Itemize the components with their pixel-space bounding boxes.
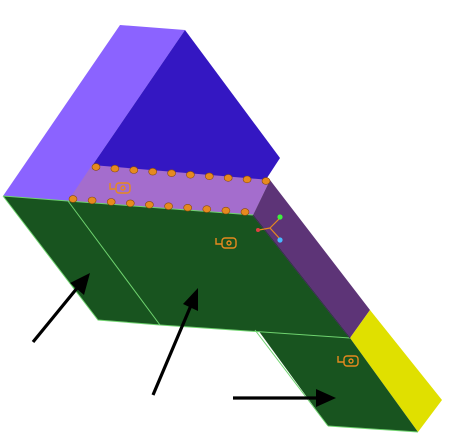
load-glyph-icon bbox=[215, 237, 237, 249]
plum-side-face[interactable] bbox=[253, 180, 370, 338]
bolt-node-icon bbox=[106, 198, 116, 206]
load-marker-green-lower[interactable] bbox=[337, 355, 359, 367]
bolt-node-icon bbox=[202, 205, 212, 213]
bolt-node-icon bbox=[242, 175, 252, 184]
bolt-node-icon bbox=[205, 172, 214, 181]
force-arrow-icon bbox=[233, 389, 336, 407]
load-marker-lilac[interactable] bbox=[109, 182, 131, 194]
plum-edge bbox=[252, 214, 351, 339]
bolt-node-icon bbox=[221, 206, 231, 215]
lilac-top-face[interactable] bbox=[68, 165, 270, 215]
bolt-node-icon bbox=[68, 195, 78, 203]
purple-block-front-face[interactable] bbox=[68, 30, 280, 201]
bolt-node-icon bbox=[240, 208, 250, 216]
bolt-node-icon bbox=[164, 202, 173, 210]
bolt-nodes bbox=[68, 163, 271, 216]
green-lower-face[interactable] bbox=[160, 325, 418, 432]
force-arrow-icon bbox=[31, 273, 90, 344]
force-arrow-icon bbox=[151, 288, 198, 396]
load-glyph-icon bbox=[109, 182, 131, 194]
bolt-node-icon bbox=[129, 166, 139, 174]
load-glyph-icon bbox=[337, 355, 359, 367]
bolt-node-icon bbox=[183, 204, 192, 212]
purple-block-left-face[interactable] bbox=[3, 25, 185, 201]
bolt-node-icon bbox=[167, 169, 176, 177]
bolt-node-icon bbox=[223, 174, 233, 182]
bolt-node-icon bbox=[186, 171, 195, 179]
bolt-node-icon bbox=[126, 199, 135, 208]
green-upper-face[interactable] bbox=[3, 196, 350, 338]
load-marker-green-upper[interactable] bbox=[215, 237, 237, 249]
bolt-node-icon bbox=[148, 168, 157, 176]
bolt-node-icon bbox=[261, 177, 271, 185]
bolt-node-icon bbox=[87, 196, 97, 205]
triad-axis-icon[interactable] bbox=[256, 214, 283, 243]
bolt-node-icon bbox=[145, 201, 154, 209]
yellow-end-face[interactable] bbox=[350, 310, 442, 432]
bolt-node-icon bbox=[91, 163, 101, 171]
bolt-node-icon bbox=[110, 164, 120, 173]
